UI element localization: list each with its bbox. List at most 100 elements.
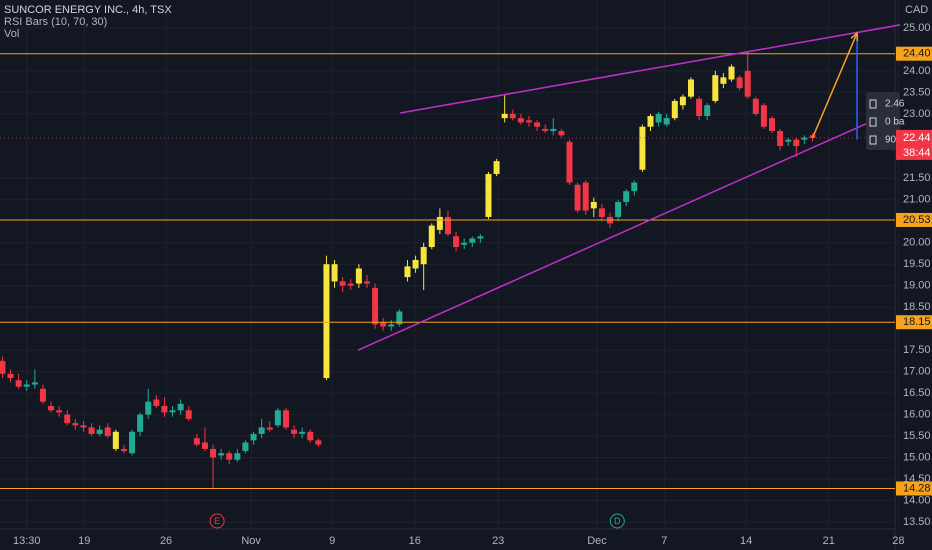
measure-label: 90° xyxy=(885,135,900,146)
x-tick-label: 21 xyxy=(823,535,835,547)
candle-body xyxy=(315,440,322,445)
candle-body xyxy=(64,414,71,424)
candle-body xyxy=(655,113,662,123)
candle-body xyxy=(96,429,103,434)
candle-body xyxy=(137,414,144,432)
x-tick-label: 23 xyxy=(492,535,504,547)
level-tag xyxy=(896,46,932,61)
candle-body xyxy=(631,182,638,192)
candle-body xyxy=(769,118,776,132)
measure-icon xyxy=(869,135,877,145)
trend-line xyxy=(357,112,891,351)
candle-body xyxy=(112,431,119,449)
y-tick-label: 17.00 xyxy=(903,366,931,378)
candle-body xyxy=(380,322,387,327)
level-tag xyxy=(896,212,932,227)
candle-body xyxy=(704,105,711,116)
y-tick-label: 15.50 xyxy=(903,430,931,442)
level-label: 24.40 xyxy=(903,48,931,60)
candle-body xyxy=(23,384,30,387)
candle-body xyxy=(485,173,492,217)
plot: 2.46 0 ba 90° E D xyxy=(0,24,905,529)
candle-body xyxy=(493,161,500,174)
indicator-label: RSI Bars (10, 70, 30) xyxy=(4,16,107,28)
candle-body xyxy=(104,427,111,437)
last-price-label: 22.44 xyxy=(903,132,931,144)
event-marker xyxy=(609,513,625,529)
candle-body xyxy=(15,380,22,387)
countdown-tag xyxy=(896,145,932,160)
x-tick-label: Nov xyxy=(241,535,261,547)
candle-body xyxy=(0,360,6,374)
y-tick-label: 23.50 xyxy=(903,86,931,98)
level-tag xyxy=(896,481,932,496)
y-tick-label: 21.00 xyxy=(903,194,931,206)
candle-body xyxy=(307,431,314,441)
event-label: E xyxy=(214,516,220,526)
y-tick-label: 19.50 xyxy=(903,258,931,270)
candle-body xyxy=(355,268,362,284)
candle-body xyxy=(509,113,516,119)
x-tick-label: 14 xyxy=(740,535,752,547)
candle-body xyxy=(177,403,184,411)
x-tick-label: 16 xyxy=(409,535,421,547)
candle-body xyxy=(120,448,127,452)
y-tick-label: 18.50 xyxy=(903,301,931,313)
candle-body xyxy=(542,128,549,132)
candle-body xyxy=(461,242,468,245)
x-tick-label: 19 xyxy=(78,535,90,547)
candle-body xyxy=(453,236,460,248)
candle-body xyxy=(210,448,217,458)
y-tick-label: 17.50 xyxy=(903,344,931,356)
candle-body xyxy=(339,281,346,286)
arrow-head xyxy=(850,31,859,42)
candle-body xyxy=(801,137,808,140)
x-tick-label: 9 xyxy=(329,535,335,547)
candle-body xyxy=(436,216,443,230)
y-tick-label: 16.00 xyxy=(903,408,931,420)
candle-body xyxy=(428,225,435,248)
candle-body xyxy=(242,442,249,452)
level-label: 20.53 xyxy=(903,214,931,226)
candle-body xyxy=(679,96,686,106)
x-tick-label: Dec xyxy=(587,535,607,547)
measure-label: 0 ba xyxy=(885,117,905,128)
candle-body xyxy=(744,70,751,97)
candle-body xyxy=(31,382,38,385)
candle-body xyxy=(566,141,573,183)
candle-body xyxy=(777,131,784,147)
candle-body xyxy=(282,410,289,428)
candle-body xyxy=(80,425,87,428)
level-label: 14.28 xyxy=(903,482,931,494)
candle-body xyxy=(582,182,589,211)
candle-body xyxy=(153,399,160,406)
candle-body xyxy=(161,405,168,413)
x-tick-label: 7 xyxy=(661,535,667,547)
candle-body xyxy=(347,283,354,286)
candle-body xyxy=(720,77,727,84)
candle-body xyxy=(639,126,646,170)
candle-body xyxy=(56,410,63,413)
candle-body xyxy=(444,216,451,235)
y-tick-label: 23.00 xyxy=(903,108,931,120)
x-tick-label: 26 xyxy=(160,535,172,547)
candle-body xyxy=(299,431,306,434)
candle-body xyxy=(785,139,792,142)
candle-body xyxy=(323,264,330,379)
candle-body xyxy=(372,287,379,325)
candle-body xyxy=(266,427,273,430)
candle-body xyxy=(752,98,759,114)
candle-body xyxy=(72,423,79,426)
candle-body xyxy=(201,442,208,449)
y-tick-label: 16.50 xyxy=(903,387,931,399)
candle-body xyxy=(558,131,565,136)
y-tick-label: 14.00 xyxy=(903,494,931,506)
x-tick-label: 28 xyxy=(892,535,904,547)
candle-body xyxy=(218,453,225,456)
countdown-label: 38:44 xyxy=(903,147,931,159)
candle-body xyxy=(145,401,152,415)
candle-body xyxy=(534,122,541,127)
y-tick-label: 24.00 xyxy=(903,65,931,77)
candle-body xyxy=(226,453,233,460)
